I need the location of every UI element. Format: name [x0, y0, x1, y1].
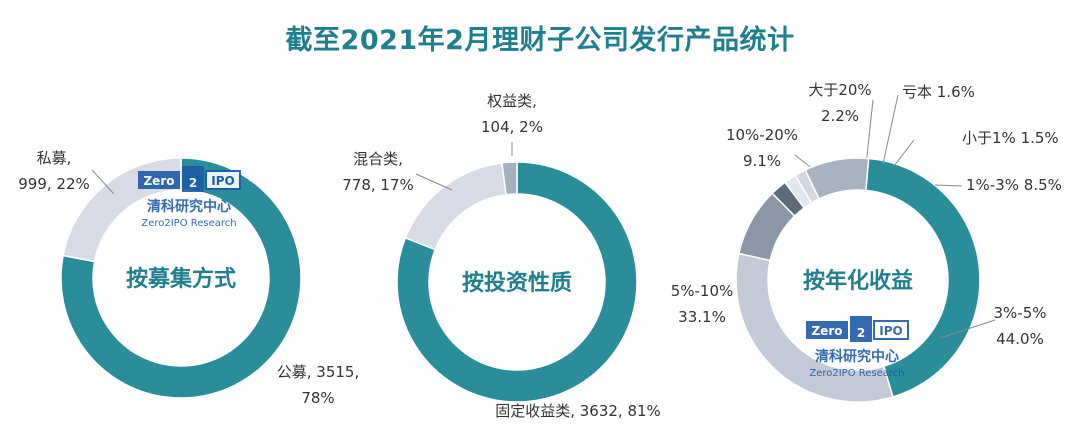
- data-label-3-3-1: 10%-20%: [726, 126, 798, 144]
- leader-line-3-1: [939, 319, 996, 339]
- zero2ipo-watermark-1: Zero 2 IPO 清科研究中心 Zero2IPO Research: [138, 166, 241, 229]
- data-label-3-7-1: 1%-3% 8.5%: [966, 176, 1062, 194]
- svg-text:IPO: IPO: [211, 174, 234, 188]
- svg-text:Zero: Zero: [811, 324, 842, 338]
- data-label-3-3-2: 9.1%: [743, 152, 781, 170]
- leader-line-3-4: [865, 99, 874, 166]
- slice-3-7: [804, 157, 870, 200]
- data-label-3-5-1: 亏本 1.6%: [902, 83, 975, 101]
- leader-line-2-2: [415, 173, 453, 191]
- data-label-2-3-1: 权益类,: [487, 92, 537, 110]
- zero2ipo-watermark-3: Zero 2 IPO 清科研究中心 Zero2IPO Research: [806, 316, 909, 379]
- center-label-3: 按年化收益: [803, 268, 913, 294]
- leader-line-3-7: [934, 184, 963, 187]
- donut-chart-2: 固定收益类, 3632, 81% 混合类, 778, 17% 权益类, 104, 2% 按…: [342, 92, 661, 420]
- svg-text:Zero2IPO Research: Zero2IPO Research: [141, 218, 236, 229]
- data-label-2-3-2: 104, 2%: [481, 118, 543, 136]
- leader-line-3-5: [882, 94, 899, 165]
- slice-1-1: [60, 157, 302, 399]
- slice-3-1: [865, 157, 981, 398]
- svg-text:2: 2: [857, 326, 865, 340]
- data-label-2-2-1: 混合类,: [353, 150, 403, 168]
- data-label-2-2-2: 778, 17%: [342, 176, 414, 194]
- data-label-3-4-1: 大于20%: [808, 81, 871, 99]
- leader-line-3-6: [893, 139, 915, 167]
- data-label-1-2-2: 999, 22%: [18, 175, 90, 193]
- data-label-1-2-1: 私募,: [37, 149, 72, 167]
- data-label-3-1-1: 3%-5%: [993, 304, 1046, 322]
- svg-text:IPO: IPO: [879, 324, 902, 338]
- chart-title: 截至2021年2月理财子公司发行产品统计: [285, 25, 795, 56]
- data-label-3-4-2: 2.2%: [821, 107, 859, 125]
- donut-chart-1: 公募, 3515, 78% 私募, 999, 22% 按募集方式 Zero 2 IPO 清科研究…: [18, 149, 359, 407]
- data-label-3-6-1: 小于1% 1.5%: [962, 129, 1059, 147]
- center-label-1: 按募集方式: [126, 266, 236, 292]
- svg-text:清科研究中心: 清科研究中心: [147, 198, 231, 215]
- slice-2-1: [396, 161, 638, 403]
- svg-text:清科研究中心: 清科研究中心: [815, 348, 899, 365]
- svg-text:Zero2IPO Research: Zero2IPO Research: [809, 368, 904, 379]
- svg-text:2: 2: [189, 176, 197, 190]
- center-label-2: 按投资性质: [462, 270, 572, 296]
- data-label-1-1-1: 公募, 3515,: [277, 363, 359, 381]
- data-label-3-2-2: 33.1%: [678, 308, 726, 326]
- data-label-3-2-1: 5%-10%: [671, 282, 734, 300]
- slice-2-3: [501, 161, 518, 196]
- leader-line-1-2: [91, 169, 115, 195]
- data-label-3-1-2: 44.0%: [996, 330, 1044, 348]
- donut-chart-3: 3%-5% 44.0% 5%-10% 33.1% 10%-20% 9.1% 大于20% 2.2…: [671, 81, 1062, 403]
- svg-text:Zero: Zero: [143, 174, 174, 188]
- data-label-2-1-1: 固定收益类, 3632, 81%: [495, 402, 661, 420]
- data-label-1-1-2: 78%: [301, 389, 334, 407]
